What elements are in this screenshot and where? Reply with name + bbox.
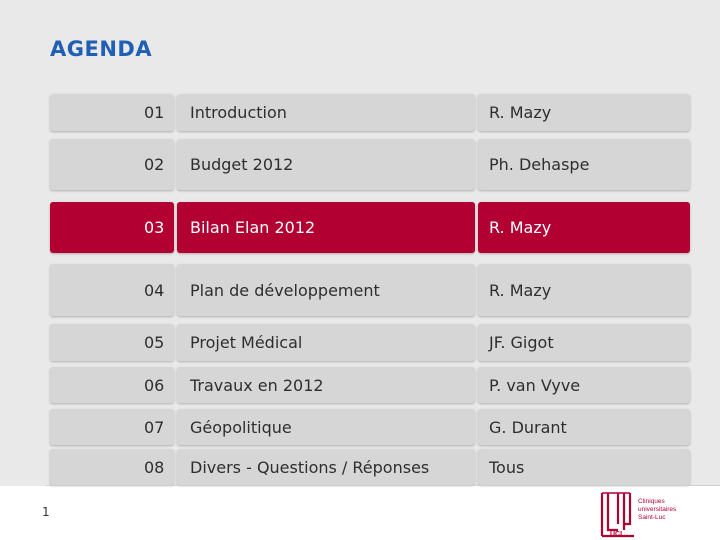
agenda-number: 06	[50, 367, 174, 403]
agenda-number: 04	[50, 264, 174, 316]
logo-line-3: Saint-Luc	[638, 514, 666, 521]
logo-abbr: UCL	[610, 531, 625, 538]
agenda-topic: Bilan Elan 2012	[177, 202, 475, 253]
agenda-presenter: R. Mazy	[478, 94, 690, 131]
footer-divider	[46, 485, 720, 486]
agenda-topic: Travaux en 2012	[177, 367, 475, 403]
agenda-topic: Divers - Questions / Réponses	[177, 449, 475, 485]
agenda-row-04: 04 Plan de développement R. Mazy	[50, 264, 690, 316]
agenda-row-03-current: 03 Bilan Elan 2012 R. Mazy	[50, 202, 690, 253]
page-number: 1	[42, 505, 50, 519]
agenda-row-01: 01 Introduction R. Mazy	[50, 94, 690, 131]
agenda-topic: Géopolitique	[177, 409, 475, 445]
agenda-row-05: 05 Projet Médical JF. Gigot	[50, 324, 690, 361]
agenda-presenter: G. Durant	[478, 409, 690, 445]
agenda-number: 07	[50, 409, 174, 445]
agenda-number: 02	[50, 139, 174, 190]
agenda-presenter: R. Mazy	[478, 264, 690, 316]
agenda-presenter: Ph. Dehaspe	[478, 139, 690, 190]
agenda-presenter: Tous	[478, 449, 690, 485]
agenda-presenter: P. van Vyve	[478, 367, 690, 403]
agenda-number: 05	[50, 324, 174, 361]
agenda-row-06: 06 Travaux en 2012 P. van Vyve	[50, 367, 690, 403]
logo-line-2: universitaires	[638, 506, 677, 513]
agenda-row-02: 02 Budget 2012 Ph. Dehaspe	[50, 139, 690, 190]
clinic-logo-text: Cliniques universitaires Saint-Luc	[638, 498, 676, 522]
agenda-topic: Plan de développement	[177, 264, 475, 316]
agenda-presenter: R. Mazy	[478, 202, 690, 253]
agenda-number: 03	[50, 202, 174, 253]
clinic-logo: UCL	[600, 492, 634, 538]
agenda-row-07: 07 Géopolitique G. Durant	[50, 409, 690, 445]
logo-line-1: Cliniques	[638, 498, 665, 505]
agenda-topic: Introduction	[177, 94, 475, 131]
agenda-topic: Budget 2012	[177, 139, 475, 190]
page-title: AGENDA	[50, 37, 153, 61]
agenda-number: 01	[50, 94, 174, 131]
agenda-presenter: JF. Gigot	[478, 324, 690, 361]
agenda-row-08: 08 Divers - Questions / Réponses Tous	[50, 449, 690, 485]
agenda-number: 08	[50, 449, 174, 485]
agenda-topic: Projet Médical	[177, 324, 475, 361]
